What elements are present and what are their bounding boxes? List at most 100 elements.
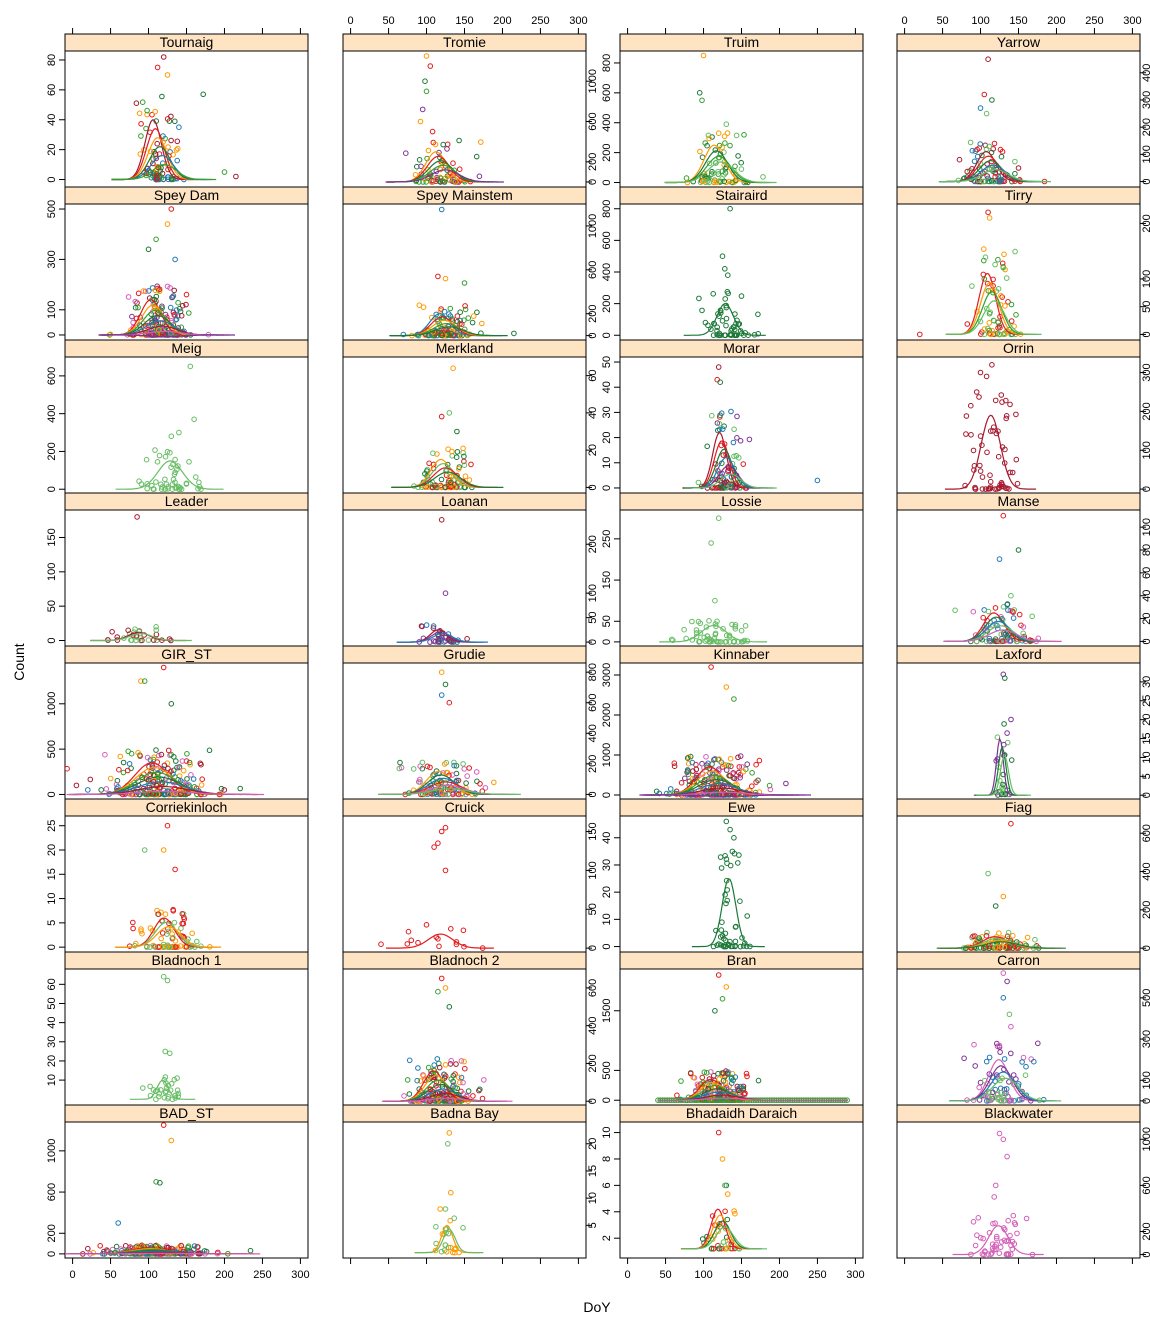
data-point xyxy=(712,485,718,491)
data-point xyxy=(450,365,456,372)
data-point xyxy=(449,772,456,778)
data-point xyxy=(1006,486,1012,492)
data-point xyxy=(156,452,163,459)
data-point xyxy=(984,305,990,312)
data-point xyxy=(995,453,1002,460)
y-tick-label: 0 xyxy=(46,1251,58,1257)
data-point xyxy=(990,146,997,152)
data-point xyxy=(458,1074,465,1081)
data-point xyxy=(1003,415,1010,422)
panel-frame xyxy=(342,815,587,953)
data-point xyxy=(1024,934,1031,941)
x-tick-label: 150 xyxy=(732,1269,750,1281)
y-tick-label: 200 xyxy=(587,535,599,553)
data-point xyxy=(731,696,737,702)
data-point xyxy=(985,288,992,294)
data-point xyxy=(987,331,993,337)
panel-gir-st: GIR_ST 0 500 1000 xyxy=(46,645,309,800)
data-point xyxy=(718,1243,724,1249)
data-point xyxy=(718,927,725,933)
data-point xyxy=(147,148,154,155)
panel-title: Laxford xyxy=(995,646,1042,662)
y-tick-label: 5 xyxy=(46,920,58,926)
data-point xyxy=(165,144,171,150)
data-point xyxy=(710,332,717,339)
data-point xyxy=(153,782,160,789)
data-point xyxy=(1000,265,1007,271)
data-point xyxy=(1010,945,1016,952)
data-point xyxy=(975,1215,982,1221)
data-point xyxy=(760,174,766,180)
data-point xyxy=(178,1242,184,1249)
data-point xyxy=(730,439,737,446)
panel-spey-dam: Spey Dam 0 100 300 500 xyxy=(46,186,309,341)
density-curve xyxy=(952,1225,1044,1256)
data-point xyxy=(714,179,720,185)
data-point xyxy=(441,761,448,767)
data-point xyxy=(742,623,749,629)
data-point xyxy=(416,302,423,309)
x-tick-label: 200 xyxy=(215,1269,233,1281)
data-point xyxy=(715,1222,722,1228)
panel-title: Carron xyxy=(997,952,1040,968)
data-point xyxy=(152,151,159,157)
data-point xyxy=(734,413,740,420)
data-point xyxy=(177,943,184,949)
data-point xyxy=(729,848,736,855)
density-curve xyxy=(386,933,494,949)
data-point xyxy=(115,784,121,790)
x-tick-label: 200 xyxy=(493,15,511,27)
data-point xyxy=(142,288,149,295)
data-point xyxy=(153,624,159,630)
data-point xyxy=(120,769,127,776)
data-point xyxy=(723,818,730,825)
data-point xyxy=(732,622,739,628)
data-point xyxy=(734,435,740,441)
y-tick-label: 500 xyxy=(46,200,58,218)
data-point xyxy=(191,784,198,790)
data-point xyxy=(447,1061,454,1067)
y-tick-label: 1000 xyxy=(46,1139,58,1163)
panel-frame xyxy=(896,1121,1141,1259)
data-point xyxy=(727,862,734,869)
data-point xyxy=(984,929,990,936)
data-point xyxy=(995,319,1002,325)
panel-title: Merkland xyxy=(436,340,494,356)
data-point xyxy=(1003,1086,1010,1092)
data-point xyxy=(174,764,180,771)
data-point xyxy=(719,318,726,324)
panel-title: Loanan xyxy=(441,493,488,509)
data-point xyxy=(998,176,1005,183)
data-point xyxy=(174,157,180,164)
panel-frame xyxy=(64,1121,309,1259)
data-point xyxy=(491,779,497,786)
data-point xyxy=(969,934,975,941)
data-point xyxy=(136,110,143,117)
data-point xyxy=(153,747,159,753)
data-point xyxy=(133,632,140,639)
panel-title: Corriekinloch xyxy=(146,799,228,815)
data-point xyxy=(206,747,213,754)
y-tick-label: 8 xyxy=(601,1156,613,1162)
data-point xyxy=(814,477,821,484)
data-point xyxy=(465,315,472,321)
data-point xyxy=(667,786,674,792)
y-tick-label: 200 xyxy=(601,294,613,312)
data-point xyxy=(179,758,186,764)
data-point xyxy=(144,107,150,114)
data-point xyxy=(141,678,148,684)
data-point xyxy=(983,932,990,939)
data-point xyxy=(1031,1058,1037,1065)
data-point xyxy=(715,1070,721,1077)
data-point xyxy=(410,766,417,772)
data-point xyxy=(711,320,717,327)
data-point xyxy=(986,215,993,221)
data-point xyxy=(452,1085,458,1091)
data-point xyxy=(186,759,193,766)
data-point xyxy=(132,298,139,305)
data-point xyxy=(172,256,178,263)
y-tick-label: 400 xyxy=(587,1016,599,1034)
data-point xyxy=(980,1235,987,1242)
panel-data xyxy=(129,973,196,1103)
panel-data xyxy=(948,970,1062,1104)
